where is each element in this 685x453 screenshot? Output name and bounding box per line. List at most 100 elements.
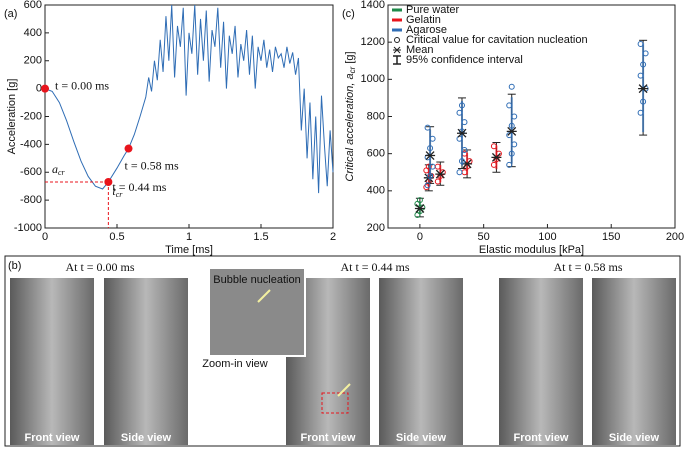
panel-b-frame [4,255,681,447]
data-point [490,143,497,150]
a-cr-label-sub: cr [58,168,66,177]
a-cr-label-main: a [52,162,58,176]
photo [104,278,188,445]
data-point [508,150,515,157]
legend-label: 95% confidence interval [406,54,523,66]
panel-label: (c) [342,8,355,20]
key-point [41,84,49,93]
data-point [640,61,647,68]
view-label: Front view [300,432,355,444]
y-tick-label: 600 [24,0,42,11]
photos [10,267,676,445]
data-point [506,161,513,168]
y-axis-label: Acceleration [g] [6,79,18,155]
y-tick-label: 600 [367,148,385,160]
x-tick-label: 2 [330,231,336,243]
x-tick-label: 0.5 [109,231,124,243]
heading: At t = 0.00 ms [65,260,134,274]
data-point [429,163,436,170]
y-tick-label: 400 [367,185,385,197]
x-tick-label: 150 [602,231,620,243]
data-point [490,161,497,168]
mean-marker [506,126,517,136]
heading: At t = 0.44 ms [340,260,409,274]
x-axis-label: Elastic modulus [kPa] [479,244,584,256]
data-point [416,197,423,204]
zoom-box [321,392,349,414]
x-axis-label: Time [ms] [165,244,213,256]
heading: At t = 0.58 ms [553,260,622,274]
point-label: t = 0.58 ms [125,158,179,172]
data-point [458,158,465,165]
y-tick-label: 1400 [361,0,385,11]
key-point [124,144,133,153]
panel-label: (b) [8,260,21,272]
y-axis-label: Critical acceleration, acr [g] [344,51,357,181]
y-tick-label: -1000 [14,222,42,234]
y-tick-label: 800 [367,110,385,122]
data-point [424,124,431,131]
data-point [458,102,465,109]
data-point [424,182,431,189]
data-point [495,150,502,157]
data-point [456,109,463,116]
mean-marker [491,152,502,162]
line [44,4,334,194]
mean-marker [456,128,467,138]
data-point [427,145,434,152]
y-axis-label-sub: cr [348,66,357,73]
data-point [511,113,518,120]
legend-label: Agarose [406,24,447,36]
data-point [427,172,434,179]
x-tick-label: 1 [186,231,192,243]
data-point [640,98,647,105]
y-tick-label: 400 [24,27,42,39]
y-tick-label: 200 [367,222,385,234]
y-tick-label: 200 [24,55,42,67]
data-point [429,135,436,142]
legend-symbol [393,46,401,54]
legend-label: Pure water [406,4,460,16]
data-point [508,83,515,90]
arrow [257,289,271,303]
x-tick-label: 100 [538,231,556,243]
x-tick-label: 1.5 [253,231,268,243]
x-tick-label: 50 [478,231,490,243]
photo [592,278,676,445]
mean-marker [435,169,446,179]
view-label: Side view [609,432,660,444]
t-cr-label-main: t [112,184,116,198]
legend-label: Gelatin [406,14,441,26]
bubble-label: Bubble nucleation [213,274,300,286]
data-point [419,204,426,211]
data-point [642,50,649,57]
view-label: Front view [513,432,568,444]
arrow [337,383,351,397]
x-tick-label: 0 [417,231,423,243]
x-tick-label: 0 [42,231,48,243]
data-point [434,178,441,185]
photo [10,278,94,445]
data-point [456,169,463,176]
view-label: Side view [396,432,447,444]
data-point [508,122,515,129]
view-label: Front view [24,432,79,444]
panel-label: (a) [4,8,17,20]
y-axis-label-main: Critical acceleration, a [344,73,356,181]
legend-label: Critical value for cavitation nucleation [406,34,588,46]
y-tick-label: -600 [20,166,42,178]
data-point [506,132,513,139]
t-cr-label-sub: cr [116,190,124,199]
mean-marker [414,204,425,213]
data-point [425,163,432,170]
data-point [461,119,468,126]
y-tick-label: -200 [20,110,42,122]
data-point [506,102,513,109]
data-point [637,72,644,79]
y-tick-label: -400 [20,138,42,150]
mean-marker [425,151,436,160]
data-point [461,146,468,153]
legend-label: Mean [406,44,434,56]
x-tick-label: 200 [666,231,684,243]
